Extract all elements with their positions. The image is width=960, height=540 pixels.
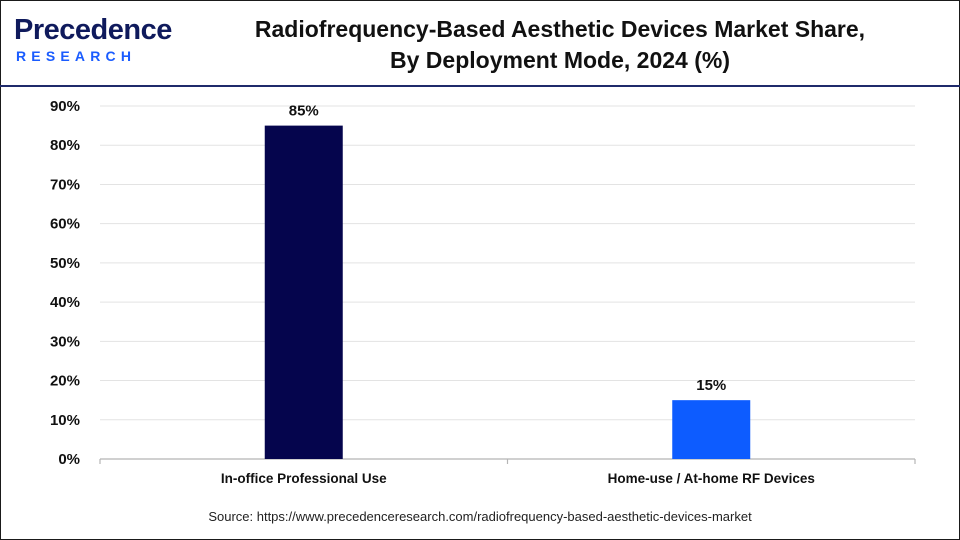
category-label: In-office Professional Use (221, 471, 387, 486)
source-note: Source: https://www.precedenceresearch.c… (208, 509, 752, 524)
y-tick-label: 60% (50, 216, 80, 233)
y-tick-label: 50% (50, 255, 80, 272)
y-tick-label: 80% (50, 137, 80, 154)
y-tick-label: 70% (50, 176, 80, 193)
y-tick-label: 20% (50, 373, 80, 390)
chart-title-line-1: Radiofrequency-Based Aesthetic Devices M… (254, 16, 866, 42)
data-label: 85% (289, 103, 319, 120)
header-divider (0, 85, 960, 87)
bar (264, 125, 343, 459)
y-tick-label: 40% (50, 294, 80, 311)
bar (672, 400, 751, 459)
y-tick-label: 90% (50, 98, 80, 115)
logo-subtitle: RESEARCH (16, 48, 137, 64)
y-tick-label: 10% (50, 412, 80, 429)
y-tick-label: 0% (58, 451, 80, 468)
bar-chart: 0% 10% 20% 30% 40% 50% 60% 70% 80% 90% 85% In-offic… (50, 98, 916, 486)
category-label: Home-use / At-home RF Devices (608, 471, 815, 486)
chart-title: Radiofrequency-Based Aesthetic Devices M… (190, 14, 930, 76)
header: Precedence RESEARCH Radiofrequency-Based… (0, 0, 960, 86)
precedence-research-logo: Precedence RESEARCH (14, 12, 172, 68)
chart-title-line-2: By Deployment Mode, 2024 (%) (390, 47, 730, 73)
data-label: 15% (696, 377, 726, 394)
y-tick-label: 30% (50, 333, 80, 350)
logo-wordmark: Precedence (14, 14, 172, 46)
